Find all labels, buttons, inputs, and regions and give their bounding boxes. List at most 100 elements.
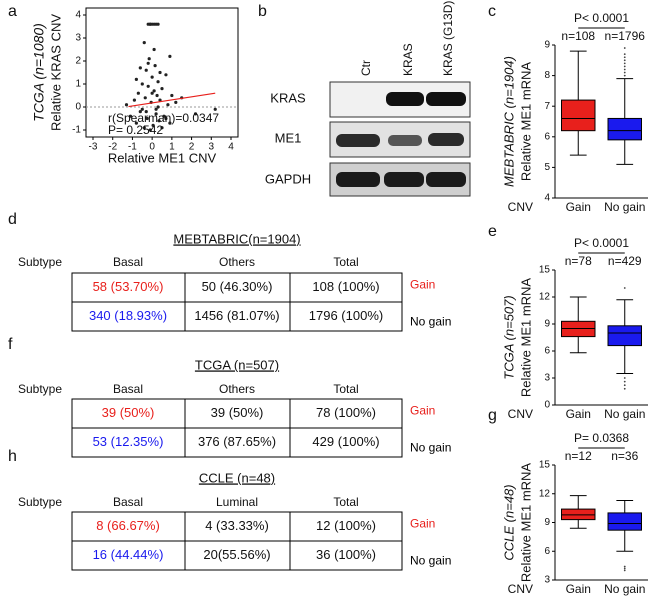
panel-label: h — [8, 448, 17, 465]
table-header: Subtype — [18, 382, 62, 396]
table-header: Subtype — [18, 495, 62, 509]
table-header: Total — [333, 255, 358, 269]
x-axis-label: Relative ME1 CNV — [108, 150, 217, 165]
y-axis-label: Relative ME1 mRNA — [518, 463, 533, 583]
point — [154, 107, 158, 111]
row-label: GAPDH — [265, 171, 311, 186]
table-title: MEBTABRIC(n=1904) — [173, 231, 300, 246]
table-header: Subtype — [18, 255, 62, 269]
y-axis-label: Relative ME1 mRNA — [518, 278, 533, 398]
point — [142, 126, 146, 130]
outlier — [623, 47, 626, 49]
point — [168, 121, 172, 125]
blot-band — [426, 172, 466, 187]
point — [153, 64, 157, 68]
fit-line — [128, 92, 216, 108]
point — [146, 61, 150, 65]
y-tick-label: 6 — [544, 546, 550, 557]
y-tick-label: 9 — [544, 319, 550, 330]
point — [154, 112, 158, 116]
x-axis-label: CNV — [508, 407, 533, 421]
x-tick-label: -2 — [108, 142, 117, 153]
y-tick-label: 5 — [544, 162, 550, 173]
point — [138, 66, 142, 70]
point — [136, 91, 140, 95]
outlier — [623, 62, 626, 65]
box — [607, 325, 642, 347]
x-axis-label: CNV — [508, 582, 533, 596]
table-cell: 53 (12.35%) — [93, 434, 164, 449]
blot-band — [426, 92, 466, 106]
row-group: Gain — [410, 517, 435, 531]
y-tick-label: 2 — [75, 56, 81, 67]
panel-label: e — [488, 223, 497, 240]
table-cell: 16 (44.44%) — [93, 547, 164, 562]
x-axis-label: CNV — [508, 200, 533, 214]
count-label: n=108 — [561, 29, 595, 43]
point — [174, 100, 178, 104]
point — [134, 77, 138, 81]
table-cell: 340 (18.93%) — [89, 308, 167, 323]
point — [150, 75, 154, 79]
table-cell: 429 (100%) — [312, 434, 379, 449]
x-tick-label: No gain — [604, 582, 645, 596]
row-group: Gain — [410, 278, 435, 292]
outlier — [623, 567, 626, 570]
count-label: n=12 — [565, 449, 592, 463]
point — [151, 123, 155, 127]
point — [143, 96, 147, 100]
panel-label: g — [488, 407, 497, 424]
y-axis-label: Relative ME1 mRNA — [518, 62, 533, 182]
y-tick-label: 9 — [544, 517, 550, 528]
table-cell: 1796 (100%) — [309, 308, 383, 323]
panel-label: f — [8, 336, 13, 353]
y-tick-label: 4 — [544, 193, 550, 204]
row-group: No gain — [410, 554, 451, 568]
box — [607, 512, 642, 531]
y-tick-label: 1 — [75, 79, 81, 90]
x-tick-label: 3 — [209, 142, 215, 153]
row-group: Gain — [410, 404, 435, 418]
outlier — [623, 65, 626, 68]
y-tick-label: 3 — [75, 33, 81, 44]
annotation: r(Spearman)=0.0347 — [108, 111, 219, 125]
outlier — [623, 380, 626, 383]
point — [134, 121, 138, 125]
outlier — [623, 377, 626, 379]
y-tick-label: 12 — [539, 488, 551, 499]
outlier — [623, 287, 626, 289]
annotation: P= 0.2542 — [108, 123, 163, 137]
panel-label: b — [258, 3, 267, 20]
table-header: Others — [219, 382, 255, 396]
blot-band — [386, 92, 424, 106]
table-title: TCGA (n=507) — [195, 357, 279, 372]
outlier — [623, 71, 626, 74]
outlier — [623, 56, 626, 59]
y-tick-label: -1 — [72, 125, 81, 136]
point — [168, 54, 172, 59]
y-axis-title: CCLE (n=48) — [501, 484, 516, 560]
row-group: No gain — [410, 315, 451, 329]
table-header: Basal — [113, 495, 143, 509]
y-tick-label: 8 — [544, 70, 550, 81]
x-tick-label: Gain — [566, 582, 591, 596]
point — [142, 41, 146, 45]
lane-label: KRAS (G13D) — [441, 1, 455, 76]
table-cell: 39 (50%) — [211, 405, 264, 420]
row-label: KRAS — [270, 90, 306, 105]
x-tick-label: 4 — [228, 142, 234, 153]
y-axis-title: TCGA (n=1080) — [31, 23, 47, 122]
point — [164, 73, 168, 77]
point — [160, 87, 164, 91]
point — [132, 98, 136, 102]
point — [156, 105, 160, 109]
y-tick-label: 3 — [544, 373, 550, 384]
table-cell: 78 (100%) — [316, 405, 376, 420]
outlier — [623, 569, 626, 572]
table-cell: 8 (66.67%) — [96, 518, 160, 533]
y-tick-label: 7 — [544, 101, 550, 112]
outlier — [623, 68, 626, 71]
outlier — [623, 74, 626, 77]
plot-frame — [85, 7, 239, 138]
